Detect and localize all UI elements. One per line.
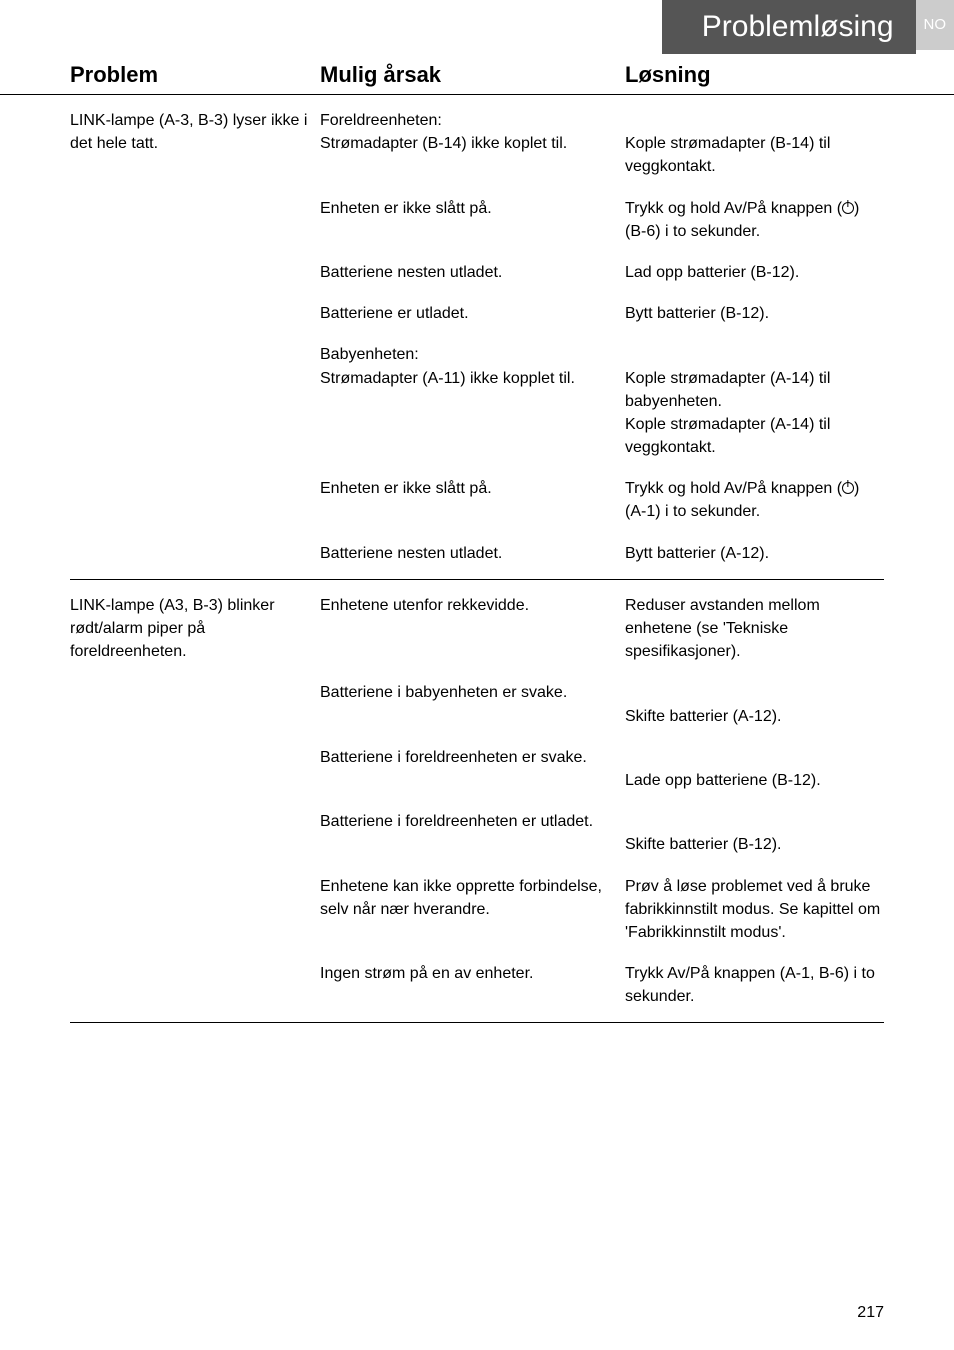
table-row: Batteriene i foreldreenheten er utladet.… — [70, 810, 884, 856]
power-icon — [842, 202, 854, 214]
problem-cell — [70, 875, 320, 945]
solution-cell: Reduser avstanden mellom enhetene (se 'T… — [625, 594, 884, 664]
problem-cell — [70, 962, 320, 1008]
table-row: Batteriene nesten utladet.Bytt batterier… — [70, 542, 884, 565]
cause-cell: Batteriene i foreldreenheten er utladet. — [320, 810, 625, 856]
cause-cell: Batteriene nesten utladet. — [320, 261, 625, 284]
cause-cell: Enhetene kan ikke opprette forbindelse, … — [320, 875, 625, 945]
problem-cell: LINK-lampe (A-3, B-3) lyser ikke i det h… — [70, 109, 320, 179]
problem-cell — [70, 197, 320, 243]
problem-cell — [70, 343, 320, 459]
column-headers: Problem Mulig årsak Løsning — [0, 54, 954, 95]
table-row: Batteriene i foreldreenheten er svake.La… — [70, 746, 884, 792]
cause-cell: Ingen strøm på en av enheter. — [320, 962, 625, 1008]
cause-cell: Batteriene er utladet. — [320, 302, 625, 325]
cause-cell: Batteriene nesten utladet. — [320, 542, 625, 565]
problem-cell — [70, 542, 320, 565]
col-problem-header: Problem — [70, 62, 320, 88]
cause-cell: Babyenheten:Strømadapter (A-11) ikke kop… — [320, 343, 625, 459]
table-section: LINK-lampe (A3, B-3) blinker rødt/alarm … — [70, 594, 884, 1024]
table-row: Batteriene nesten utladet.Lad opp batter… — [70, 261, 884, 284]
col-cause-header: Mulig årsak — [320, 62, 625, 88]
solution-cell: Kople strømadapter (A-14) til babyenhete… — [625, 343, 884, 459]
solution-cell: Skifte batterier (A-12). — [625, 681, 884, 727]
locale-tab: NO — [916, 0, 954, 50]
problem-cell — [70, 302, 320, 325]
solution-cell: Trykk Av/På knappen (A-1, B-6) i to seku… — [625, 962, 884, 1008]
solution-cell: Bytt batterier (B-12). — [625, 302, 884, 325]
table-row: LINK-lampe (A-3, B-3) lyser ikke i det h… — [70, 109, 884, 179]
table-row: Enheten er ikke slått på.Trykk og hold A… — [70, 477, 884, 523]
table-row: LINK-lampe (A3, B-3) blinker rødt/alarm … — [70, 594, 884, 664]
solution-cell: Trykk og hold Av/På knappen () (B-6) i t… — [625, 197, 884, 243]
table-row: Ingen strøm på en av enheter.Trykk Av/På… — [70, 962, 884, 1008]
table-section: LINK-lampe (A-3, B-3) lyser ikke i det h… — [70, 109, 884, 580]
solution-cell: Lad opp batterier (B-12). — [625, 261, 884, 284]
table-row: Batteriene i babyenheten er svake.Skifte… — [70, 681, 884, 727]
solution-cell: Lade opp batteriene (B-12). — [625, 746, 884, 792]
problem-cell — [70, 810, 320, 856]
cause-cell: Enheten er ikke slått på. — [320, 197, 625, 243]
solution-cell: Kople strømadapter (B-14) til veggkontak… — [625, 109, 884, 179]
top-bar: Problemløsing NO — [0, 0, 954, 54]
solution-cell: Bytt batterier (A-12). — [625, 542, 884, 565]
cause-cell: Enheten er ikke slått på. — [320, 477, 625, 523]
problem-cell — [70, 681, 320, 727]
page-number: 217 — [857, 1304, 884, 1322]
cause-cell: Batteriene i babyenheten er svake. — [320, 681, 625, 727]
page-title-badge: Problemløsing — [662, 0, 916, 54]
problem-cell — [70, 746, 320, 792]
cause-cell: Batteriene i foreldreenheten er svake. — [320, 746, 625, 792]
solution-cell: Trykk og hold Av/På knappen () (A-1) i t… — [625, 477, 884, 523]
power-icon — [842, 482, 854, 494]
table-row: Batteriene er utladet.Bytt batterier (B-… — [70, 302, 884, 325]
solution-cell: Prøv å løse problemet ved å bruke fabrik… — [625, 875, 884, 945]
solution-cell: Skifte batterier (B-12). — [625, 810, 884, 856]
cause-cell: Foreldreenheten:Strømadapter (B-14) ikke… — [320, 109, 625, 179]
table-row: Enheten er ikke slått på.Trykk og hold A… — [70, 197, 884, 243]
problem-cell: LINK-lampe (A3, B-3) blinker rødt/alarm … — [70, 594, 320, 664]
cause-cell: Enhetene utenfor rekkevidde. — [320, 594, 625, 664]
problem-cell — [70, 261, 320, 284]
table-row: Enhetene kan ikke opprette forbindelse, … — [70, 875, 884, 945]
table-row: Babyenheten:Strømadapter (A-11) ikke kop… — [70, 343, 884, 459]
content-area: LINK-lampe (A-3, B-3) lyser ikke i det h… — [0, 109, 954, 1023]
problem-cell — [70, 477, 320, 523]
col-solution-header: Løsning — [625, 62, 884, 88]
